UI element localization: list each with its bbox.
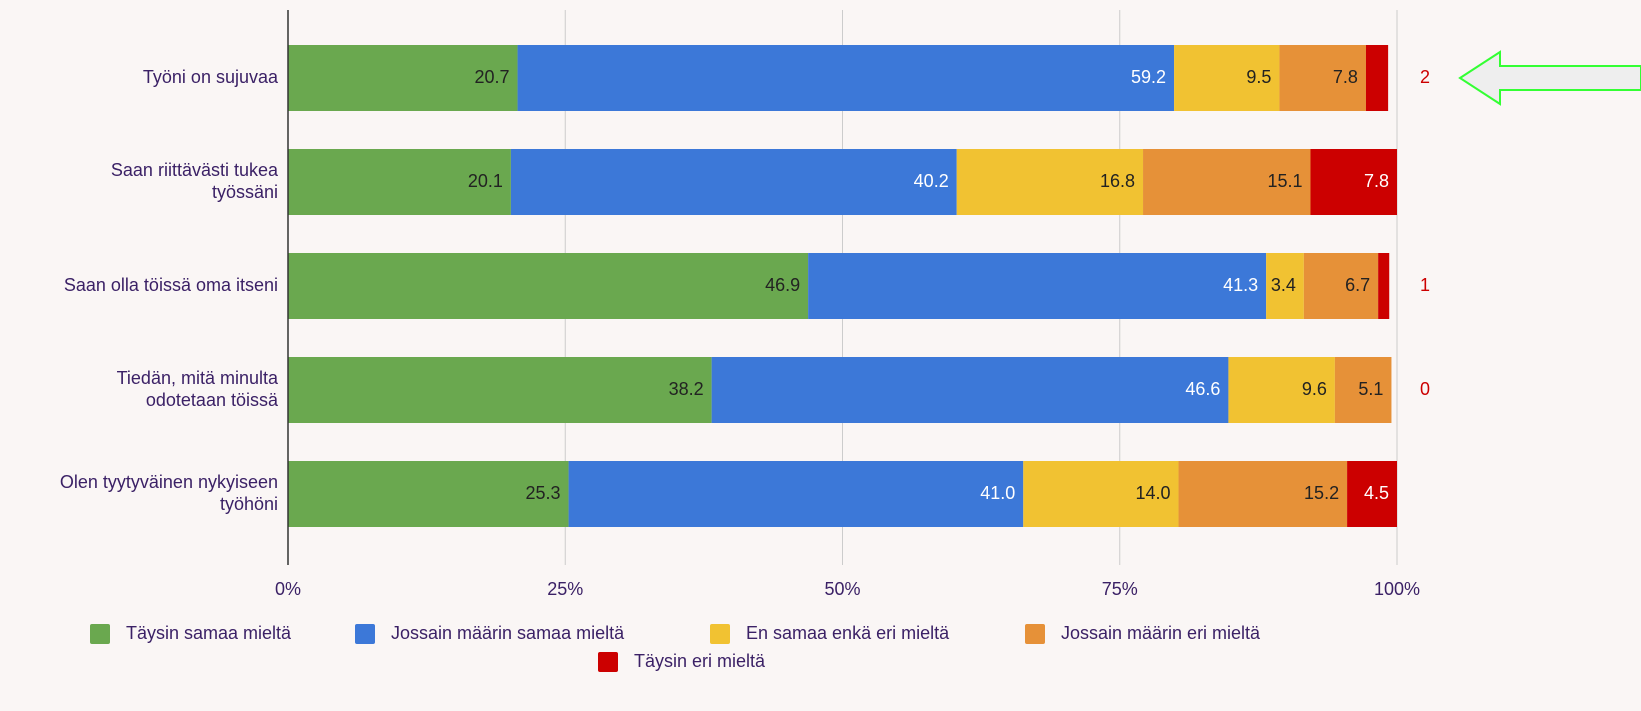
bar-segment xyxy=(1279,45,1366,111)
value-label: 9.5 xyxy=(1246,67,1271,87)
value-label: 20.7 xyxy=(475,67,510,87)
bar-segment xyxy=(1228,357,1335,423)
legend-swatch xyxy=(90,624,110,644)
bar-segment xyxy=(1266,253,1304,319)
value-label: 3.4 xyxy=(1271,275,1296,295)
value-label: 59.2 xyxy=(1131,67,1166,87)
legend-swatch xyxy=(710,624,730,644)
legend-label: Täysin eri mieltä xyxy=(634,651,766,671)
bar-segment xyxy=(288,253,809,319)
bar-segment xyxy=(1310,149,1397,215)
value-label: 6.7 xyxy=(1345,275,1370,295)
bar-segment xyxy=(288,149,511,215)
category-label: Työni on sujuvaa xyxy=(143,67,279,87)
value-label: 5.1 xyxy=(1358,379,1383,399)
bar-segment xyxy=(956,149,1144,215)
legend-swatch xyxy=(598,652,618,672)
category-label: Tiedän, mitä minulta odotetaan töissä xyxy=(117,368,279,410)
bar-segment xyxy=(1178,461,1348,527)
value-label: 38.2 xyxy=(669,379,704,399)
legend-label: En samaa enkä eri mieltä xyxy=(746,623,950,643)
value-label: 0 xyxy=(1420,379,1430,399)
value-label: 1 xyxy=(1420,275,1430,295)
value-label: 4.5 xyxy=(1364,483,1389,503)
x-tick-label: 75% xyxy=(1102,579,1138,599)
legend-swatch xyxy=(355,624,375,644)
value-label: 25.3 xyxy=(526,483,561,503)
bar-segment xyxy=(568,461,1024,527)
bar-segment xyxy=(288,461,569,527)
value-label: 16.8 xyxy=(1100,171,1135,191)
value-label: 20.1 xyxy=(468,171,503,191)
x-tick-label: 25% xyxy=(547,579,583,599)
legend-swatch xyxy=(1025,624,1045,644)
legend-label: Täysin samaa mieltä xyxy=(126,623,292,643)
value-label: 15.1 xyxy=(1267,171,1302,191)
bar-segment xyxy=(1347,461,1397,527)
value-label: 14.0 xyxy=(1135,483,1170,503)
value-label: 7.8 xyxy=(1364,171,1389,191)
value-label: 46.6 xyxy=(1185,379,1220,399)
arrow xyxy=(1458,50,1641,106)
x-tick-label: 0% xyxy=(275,579,301,599)
bar-segment xyxy=(288,45,518,111)
bar-segment xyxy=(517,45,1175,111)
value-label: 40.2 xyxy=(914,171,949,191)
value-label: 41.3 xyxy=(1223,275,1258,295)
bar-segment xyxy=(1334,357,1392,423)
value-label: 9.6 xyxy=(1302,379,1327,399)
legend-label: Jossain määrin samaa mieltä xyxy=(391,623,625,643)
bar-segment xyxy=(1174,45,1280,111)
bar-segment xyxy=(711,357,1229,423)
x-tick-label: 50% xyxy=(824,579,860,599)
category-label: Saan riittävästi tukea työssäni xyxy=(111,160,279,202)
value-label: 46.9 xyxy=(765,275,800,295)
bar-segment xyxy=(808,253,1267,319)
bar-segment xyxy=(1143,149,1311,215)
bar-segment xyxy=(1023,461,1179,527)
value-label: 2 xyxy=(1420,67,1430,87)
x-tick-label: 100% xyxy=(1374,579,1420,599)
bar-segment xyxy=(1378,253,1390,319)
bar-segment xyxy=(1303,253,1379,319)
category-label: Saan olla töissä oma itseni xyxy=(64,275,278,295)
bar-segment xyxy=(1365,45,1389,111)
category-label: Olen tyytyväinen nykyiseen työhöni xyxy=(60,472,278,514)
bar-segment xyxy=(288,357,712,423)
value-label: 15.2 xyxy=(1304,483,1339,503)
value-label: 7.8 xyxy=(1333,67,1358,87)
legend-label: Jossain määrin eri mieltä xyxy=(1061,623,1261,643)
bar-segment xyxy=(510,149,957,215)
value-label: 41.0 xyxy=(980,483,1015,503)
